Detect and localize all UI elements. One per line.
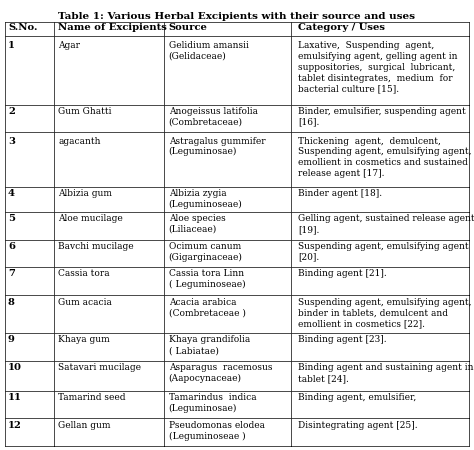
Text: Aloe species
(Liliaceae): Aloe species (Liliaceae)	[169, 214, 226, 234]
Text: Gelidium amansii
(Gelidaceae): Gelidium amansii (Gelidaceae)	[169, 41, 248, 61]
Text: Agar: Agar	[58, 41, 80, 50]
Text: Binding agent, emulsifier,: Binding agent, emulsifier,	[298, 393, 416, 402]
Text: 4: 4	[8, 189, 15, 198]
Text: 3: 3	[8, 136, 15, 145]
Text: Tamarindus  indica
(Leguminosae): Tamarindus indica (Leguminosae)	[169, 393, 256, 413]
Text: Albizia zygia
(Leguminoseae): Albizia zygia (Leguminoseae)	[169, 189, 242, 209]
Text: 2: 2	[8, 107, 15, 116]
Text: Acacia arabica
(Combretaceae ): Acacia arabica (Combretaceae )	[169, 297, 246, 317]
Text: agacanth: agacanth	[58, 136, 101, 145]
Text: Tamarind seed: Tamarind seed	[58, 393, 126, 402]
Text: Suspending agent, emulsifying agent,
binder in tablets, demulcent and
emollient : Suspending agent, emulsifying agent, bin…	[298, 297, 472, 328]
Text: Source: Source	[169, 23, 208, 32]
Text: Pseudomonas elodea
(Leguminoseae ): Pseudomonas elodea (Leguminoseae )	[169, 421, 264, 441]
Text: Gum acacia: Gum acacia	[58, 297, 112, 306]
Text: Khaya grandifolia
( Labiatae): Khaya grandifolia ( Labiatae)	[169, 335, 250, 355]
Text: Gelling agent, sustained release agent
[19].: Gelling agent, sustained release agent […	[298, 214, 474, 234]
Text: Bavchi mucilage: Bavchi mucilage	[58, 242, 134, 251]
Text: Binder agent [18].: Binder agent [18].	[298, 189, 382, 198]
Text: Name of Excipients: Name of Excipients	[58, 23, 167, 32]
Text: Binding agent [21].: Binding agent [21].	[298, 269, 387, 278]
Text: S.No.: S.No.	[8, 23, 37, 32]
Text: Binder, emulsifier, suspending agent
[16].: Binder, emulsifier, suspending agent [16…	[298, 107, 466, 126]
Text: 12: 12	[8, 421, 22, 430]
Text: Category / Uses: Category / Uses	[298, 23, 385, 32]
Text: Anogeissus latifolia
(Combretaceae): Anogeissus latifolia (Combretaceae)	[169, 107, 258, 126]
Text: 1: 1	[8, 41, 15, 50]
Text: 9: 9	[8, 335, 15, 344]
Text: Khaya gum: Khaya gum	[58, 335, 110, 344]
Text: 8: 8	[8, 297, 15, 306]
Text: 5: 5	[8, 214, 15, 223]
Text: Laxative,  Suspending  agent,
emulsifying agent, gelling agent in
suppositories,: Laxative, Suspending agent, emulsifying …	[298, 41, 457, 93]
Text: Astragalus gummifer
(Leguminosae): Astragalus gummifer (Leguminosae)	[169, 136, 265, 157]
Text: Cassia tora: Cassia tora	[58, 269, 110, 278]
Text: Disintegrating agent [25].: Disintegrating agent [25].	[298, 421, 418, 430]
Text: Gellan gum: Gellan gum	[58, 421, 111, 430]
Text: Asparagus  racemosus
(Aapocynaceae): Asparagus racemosus (Aapocynaceae)	[169, 363, 272, 383]
Text: 10: 10	[8, 363, 22, 372]
Text: Aloe mucilage: Aloe mucilage	[58, 214, 123, 223]
Text: Table 1: Various Herbal Excipients with their source and uses: Table 1: Various Herbal Excipients with …	[58, 12, 416, 21]
Text: Cassia tora Linn
( Leguminoseae): Cassia tora Linn ( Leguminoseae)	[169, 269, 246, 289]
Text: Binding agent [23].: Binding agent [23].	[298, 335, 387, 344]
Text: Albizia gum: Albizia gum	[58, 189, 112, 198]
Text: Satavari mucilage: Satavari mucilage	[58, 363, 141, 372]
Text: Thickening  agent,  demulcent,
Suspending agent, emulsifying agent,
emollient in: Thickening agent, demulcent, Suspending …	[298, 136, 472, 178]
Text: Binding agent and sustaining agent in
tablet [24].: Binding agent and sustaining agent in ta…	[298, 363, 474, 383]
Text: Suspending agent, emulsifying agent
[20].: Suspending agent, emulsifying agent [20]…	[298, 242, 469, 261]
Text: 7: 7	[8, 269, 15, 278]
Text: Ocimum canum
(Gigarginaceae): Ocimum canum (Gigarginaceae)	[169, 242, 243, 261]
Text: 6: 6	[8, 242, 15, 251]
Text: 11: 11	[8, 393, 22, 402]
Text: Gum Ghatti: Gum Ghatti	[58, 107, 112, 116]
